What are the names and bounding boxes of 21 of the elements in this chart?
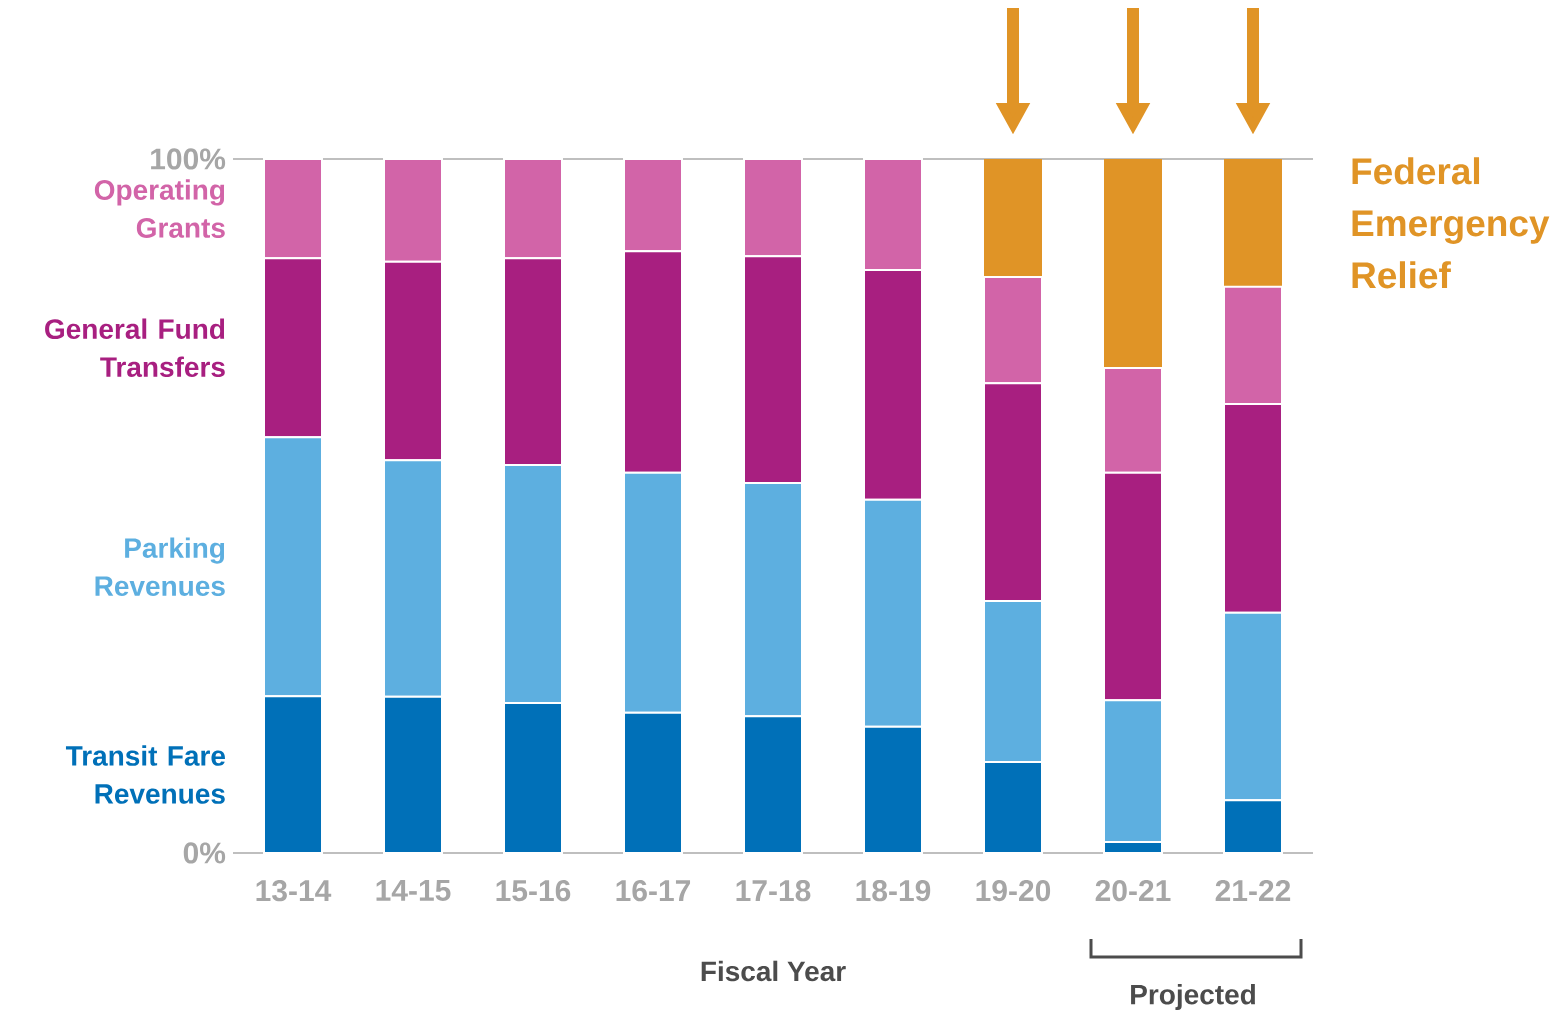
series-label: Operating Grants [94,179,225,238]
x-tick-label: 20-21 [1095,880,1171,902]
bar [1104,158,1162,368]
series-label: Federal Emergency Relief [1352,157,1550,289]
series-label: Parking Revenues [95,537,225,596]
x-tick-label: 13-14 [256,880,332,902]
x-tick-label: 21-22 [1215,880,1291,901]
series-label: Transit Fare Revenues [65,745,225,804]
x-axis-title: Fiscal Year [701,960,846,982]
y-tick-label: 0% [183,842,226,864]
bar [984,158,1042,277]
x-tick-label: 17-18 [736,880,811,902]
x-tick-label: 19-20 [976,880,1051,902]
text: Projected [1131,983,1255,1011]
bar [1224,158,1282,287]
y-tick-label: 100% [151,148,226,170]
x-tick-label: 18-19 [856,880,931,902]
series-label: General Fund Transfers [45,318,225,378]
x-tick-label: 15-16 [496,880,571,902]
x-tick-label: 16-17 [616,880,691,902]
x-tick-label: 14-15 [376,880,451,901]
